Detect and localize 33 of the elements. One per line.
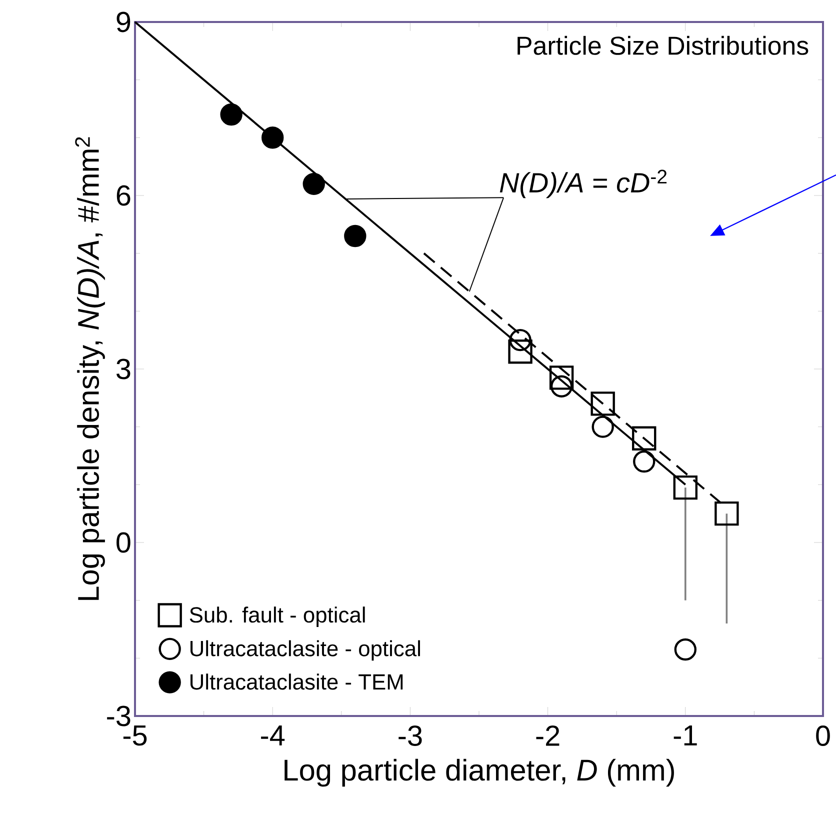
- y-tick-label: 3: [116, 358, 130, 380]
- point: [590, 392, 615, 416]
- point: [220, 103, 242, 126]
- x-tick-label: 0: [816, 726, 830, 746]
- x-tick-label: -4: [261, 726, 285, 746]
- point: [262, 126, 284, 149]
- y-tick-label: -3: [107, 706, 130, 726]
- legend-label: Ultracataclasite - TEM: [190, 674, 403, 690]
- point: [550, 375, 573, 398]
- x-tick-label: -5: [123, 726, 147, 746]
- annotation: N(D)/A = cD$^{-2}$: [500, 170, 667, 198]
- x-tick-label: -2: [536, 726, 560, 746]
- y-tick-label: 0: [116, 532, 130, 553]
- legend-label: Sub. fault - optical: [190, 606, 365, 628]
- chart-title: Particle Size Distributions: [518, 36, 808, 55]
- point: [344, 224, 366, 248]
- x-axis-title: Log particle diameter, D (mm): [284, 758, 674, 787]
- point: [673, 475, 698, 500]
- x-tick-label: -1: [674, 726, 697, 746]
- point: [674, 638, 696, 661]
- y-axis-title: Log particle density, N(D)/A, #/mm$^{2}$: [75, 137, 105, 600]
- point: [714, 501, 739, 526]
- point: [508, 340, 532, 364]
- point: [592, 416, 614, 438]
- x-tick-label: -3: [398, 726, 422, 746]
- point: [632, 426, 656, 450]
- y-tick-label: 6: [116, 185, 130, 206]
- point: [509, 328, 532, 352]
- legend-label: Ultracataclasite - optical: [190, 640, 420, 661]
- point: [633, 450, 656, 473]
- point: [302, 172, 325, 196]
- point: [549, 366, 574, 390]
- y-tick-label: 9: [116, 12, 130, 32]
